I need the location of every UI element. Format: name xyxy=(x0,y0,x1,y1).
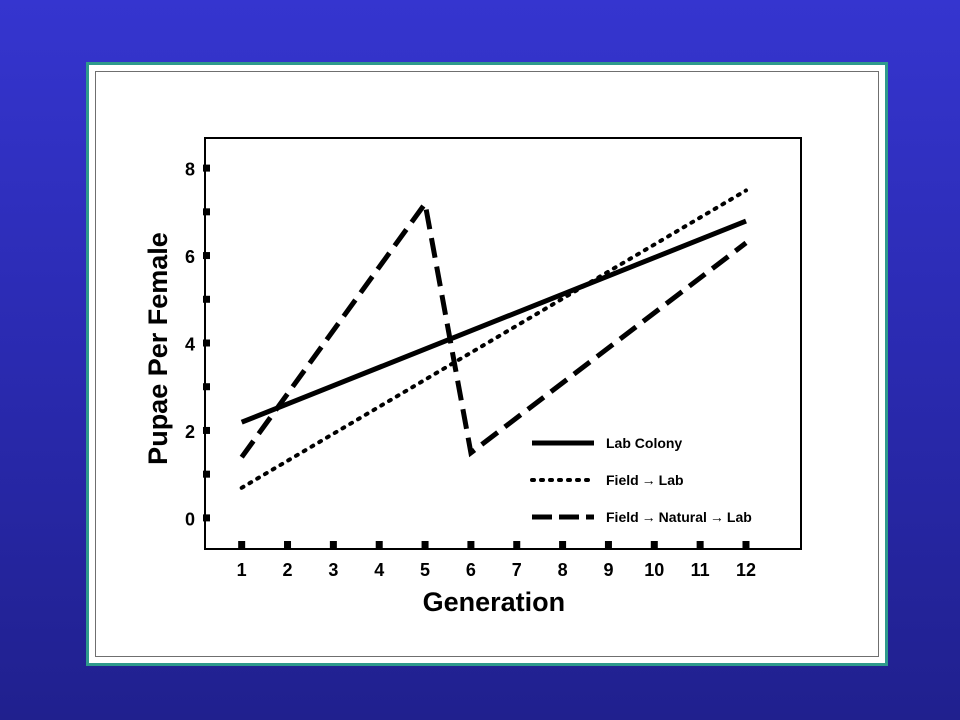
series-line-dashed xyxy=(239,197,748,459)
x-axis-tick-mark xyxy=(559,541,567,550)
x-tick-label: 6 xyxy=(466,560,476,580)
arrow-right-icon: → xyxy=(642,472,656,488)
y-axis-tick-mark xyxy=(203,339,210,347)
x-tick-label: 1 xyxy=(237,560,247,580)
y-axis-tick-mark xyxy=(203,164,210,172)
x-tick-label: 12 xyxy=(736,560,756,580)
x-tick-label: 5 xyxy=(420,560,430,580)
legend-entry-label: Field → Natural → Lab xyxy=(606,509,752,525)
legend-entry-label: Lab Colony xyxy=(606,435,682,451)
y-axis-tick-mark xyxy=(203,426,210,434)
slide-inner-border xyxy=(95,71,879,657)
x-axis-tick-mark xyxy=(284,541,292,550)
y-tick-label: 8 xyxy=(185,160,195,180)
x-axis-tick-mark xyxy=(329,541,337,550)
x-tick-label: 7 xyxy=(512,560,522,580)
y-axis-tick-mark xyxy=(203,514,210,522)
x-axis-tick-mark xyxy=(696,541,704,550)
slide-frame xyxy=(86,62,888,666)
y-axis-tick-mark xyxy=(203,383,210,391)
y-axis-tick-mark xyxy=(203,295,210,303)
x-axis-tick-mark xyxy=(513,541,521,550)
x-axis-tick-mark xyxy=(238,541,246,550)
x-tick-label: 2 xyxy=(283,560,293,580)
plot-area-frame xyxy=(204,137,802,550)
y-axis-tick-mark xyxy=(203,470,210,478)
x-tick-label: 8 xyxy=(558,560,568,580)
x-axis-tick-mark xyxy=(604,541,612,550)
x-tick-label: 11 xyxy=(691,560,710,580)
legend-entry-label: Field → Lab xyxy=(606,472,684,488)
x-tick-label: 10 xyxy=(644,560,664,580)
x-tick-label: 3 xyxy=(328,560,338,580)
arrow-right-icon: → xyxy=(710,509,724,525)
x-tick-label: 4 xyxy=(374,560,384,580)
y-axis-tick-mark xyxy=(203,252,210,260)
series-line-solid xyxy=(240,218,747,425)
y-tick-label: 6 xyxy=(185,247,195,267)
x-axis-tick-mark xyxy=(650,541,658,550)
x-tick-label: 9 xyxy=(603,560,613,580)
arrow-right-icon: → xyxy=(642,509,656,525)
x-axis-tick-mark xyxy=(467,541,475,550)
y-tick-label: 4 xyxy=(185,335,195,355)
y-axis-tick-mark xyxy=(203,208,210,216)
x-axis-tick-mark xyxy=(375,541,383,550)
x-axis-label: Generation xyxy=(423,587,566,617)
y-tick-label: 0 xyxy=(185,509,195,529)
x-axis-tick-mark xyxy=(742,541,750,550)
x-axis-tick-mark xyxy=(421,541,429,550)
y-tick-label: 2 xyxy=(185,422,195,442)
y-axis-label: Pupae Per Female xyxy=(143,232,173,465)
series-line-dotted xyxy=(239,188,748,490)
